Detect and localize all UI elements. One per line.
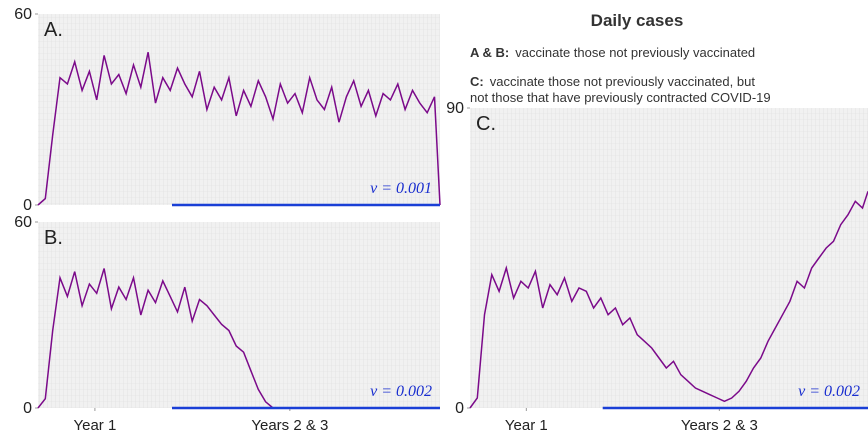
y-tick-label: 0 (455, 400, 464, 417)
x-tick-label: Years 2 & 3 (251, 417, 328, 434)
x-tick-label: Year 1 (73, 417, 116, 434)
panel-label: C. (476, 113, 496, 135)
plot-area (38, 14, 440, 205)
y-tick-label: 60 (14, 6, 32, 23)
x-tick-label: Years 2 & 3 (681, 417, 758, 434)
legend-text: not those that have previously contracte… (470, 90, 771, 105)
annotation: v = 0.002 (798, 383, 860, 400)
legend-text: C: vaccinate those not previously vaccina… (470, 74, 755, 89)
cases-line (37, 52, 441, 206)
y-tick-label: 0 (23, 400, 32, 417)
key: C: (470, 74, 484, 89)
text: vaccinate those not previously vaccinate… (515, 45, 755, 60)
text: vaccinate those not previously vaccinate… (490, 74, 756, 89)
y-tick-label: 0 (23, 197, 32, 214)
key: A & B: (470, 45, 509, 60)
panel-label: A. (44, 19, 63, 41)
y-tick-label: 90 (446, 100, 464, 117)
y-tick-label: 60 (14, 214, 32, 231)
panel-label: B. (44, 227, 63, 249)
title: Daily cases (591, 11, 684, 30)
annotation: v = 0.002 (370, 383, 432, 400)
cases-line (469, 191, 868, 409)
legend-text: A & B: vaccinate those not previously vac… (470, 45, 755, 60)
annotation: v = 0.001 (370, 180, 432, 197)
x-tick-label: Year 1 (505, 417, 548, 434)
plot-area (470, 108, 868, 408)
plot-area (38, 222, 440, 408)
